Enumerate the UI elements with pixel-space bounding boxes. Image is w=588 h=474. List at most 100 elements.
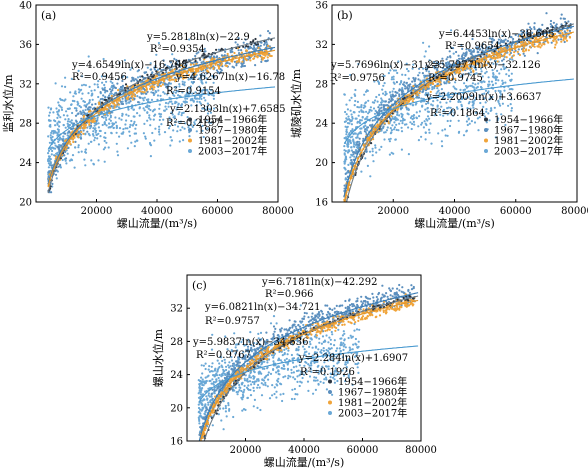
scatter-point xyxy=(159,94,162,97)
scatter-point xyxy=(182,66,185,69)
scatter-point xyxy=(50,146,53,149)
legend-entry: 1981−2002年 xyxy=(198,134,267,147)
scatter-point xyxy=(151,131,154,135)
scatter-point xyxy=(64,148,67,151)
scatter-point xyxy=(50,153,53,156)
scatter-point xyxy=(198,422,201,425)
scatter-point xyxy=(411,80,414,83)
scatter-point xyxy=(141,75,144,78)
scatter-point xyxy=(79,110,82,113)
scatter-point xyxy=(100,101,104,104)
scatter-point xyxy=(380,97,383,100)
scatter-point xyxy=(206,88,209,92)
scatter-point xyxy=(564,37,567,40)
scatter-point xyxy=(124,83,128,86)
scatter-point xyxy=(501,59,504,62)
scatter-point xyxy=(387,72,390,75)
scatter-point xyxy=(345,103,348,106)
scatter-point xyxy=(472,106,475,109)
scatter-point xyxy=(472,69,475,72)
scatter-point xyxy=(441,62,444,65)
scatter-point xyxy=(426,87,429,90)
scatter-point xyxy=(405,106,408,109)
scatter-point xyxy=(401,119,404,122)
scatter-point xyxy=(527,49,530,52)
scatter-point xyxy=(502,63,505,66)
panel-label: (a) xyxy=(41,9,56,22)
scatter-point xyxy=(254,37,257,41)
scatter-point xyxy=(67,124,70,127)
scatter-point xyxy=(201,82,204,85)
scatter-point xyxy=(540,44,543,47)
scatter-point xyxy=(199,49,202,52)
scatter-point xyxy=(563,36,566,39)
scatter-point xyxy=(445,64,448,67)
scatter-point xyxy=(158,73,161,76)
scatter-point xyxy=(458,130,461,133)
scatter-point xyxy=(337,328,340,331)
scatter-point xyxy=(424,92,428,95)
scatter-point xyxy=(555,41,558,44)
scatter-point xyxy=(48,114,51,117)
scatter-point xyxy=(350,113,353,116)
scatter-point xyxy=(195,62,198,65)
scatter-point xyxy=(392,81,395,84)
scatter-point xyxy=(111,122,114,125)
scatter-point xyxy=(122,128,125,131)
scatter-point xyxy=(268,31,271,35)
scatter-point xyxy=(188,38,191,41)
scatter-point xyxy=(340,341,343,344)
scatter-point xyxy=(70,121,73,124)
scatter-point xyxy=(54,173,58,176)
scatter-point xyxy=(48,111,52,114)
scatter-point xyxy=(374,146,377,149)
scatter-point xyxy=(343,93,346,96)
scatter-point xyxy=(383,122,386,125)
scatter-point xyxy=(476,51,479,54)
scatter-point xyxy=(356,366,359,369)
scatter-point xyxy=(146,66,149,69)
scatter-point xyxy=(401,93,404,96)
scatter-point xyxy=(64,132,67,135)
scatter-point xyxy=(181,75,184,78)
scatter-point xyxy=(365,89,369,92)
legend-marker xyxy=(188,138,192,143)
scatter-point xyxy=(412,63,415,66)
scatter-point xyxy=(50,139,53,142)
scatter-point xyxy=(120,76,123,79)
scatter-point xyxy=(84,150,87,154)
scatter-point xyxy=(510,36,513,39)
scatter-point xyxy=(441,57,444,60)
scatter-point xyxy=(84,84,87,87)
scatter-point xyxy=(407,77,410,80)
scatter-point xyxy=(213,75,216,78)
scatter-point xyxy=(252,405,255,408)
scatter-point xyxy=(478,94,481,97)
scatter-point xyxy=(399,107,403,110)
scatter-point xyxy=(385,92,388,95)
scatter-point xyxy=(65,162,68,165)
scatter-point xyxy=(478,65,481,68)
scatter-point xyxy=(207,392,210,395)
scatter-point xyxy=(252,375,255,378)
scatter-point xyxy=(229,49,232,52)
scatter-point xyxy=(227,364,230,367)
scatter-point xyxy=(117,103,120,106)
scatter-point xyxy=(59,166,63,169)
scatter-point xyxy=(344,211,346,213)
scatter-point xyxy=(64,139,67,142)
scatter-point xyxy=(168,116,171,119)
scatter-point xyxy=(100,75,103,78)
scatter-point xyxy=(168,82,171,85)
scatter-point xyxy=(436,108,439,111)
legend-entry: 1954−1966年 xyxy=(198,113,267,126)
scatter-point xyxy=(160,73,163,76)
scatter-point xyxy=(479,67,483,70)
scatter-point xyxy=(351,135,354,138)
y-tick-label: 24 xyxy=(315,119,328,130)
scatter-point xyxy=(446,134,449,137)
scatter-point xyxy=(208,365,211,368)
scatter-point xyxy=(99,135,102,138)
scatter-point xyxy=(215,378,218,381)
scatter-point xyxy=(397,129,400,132)
